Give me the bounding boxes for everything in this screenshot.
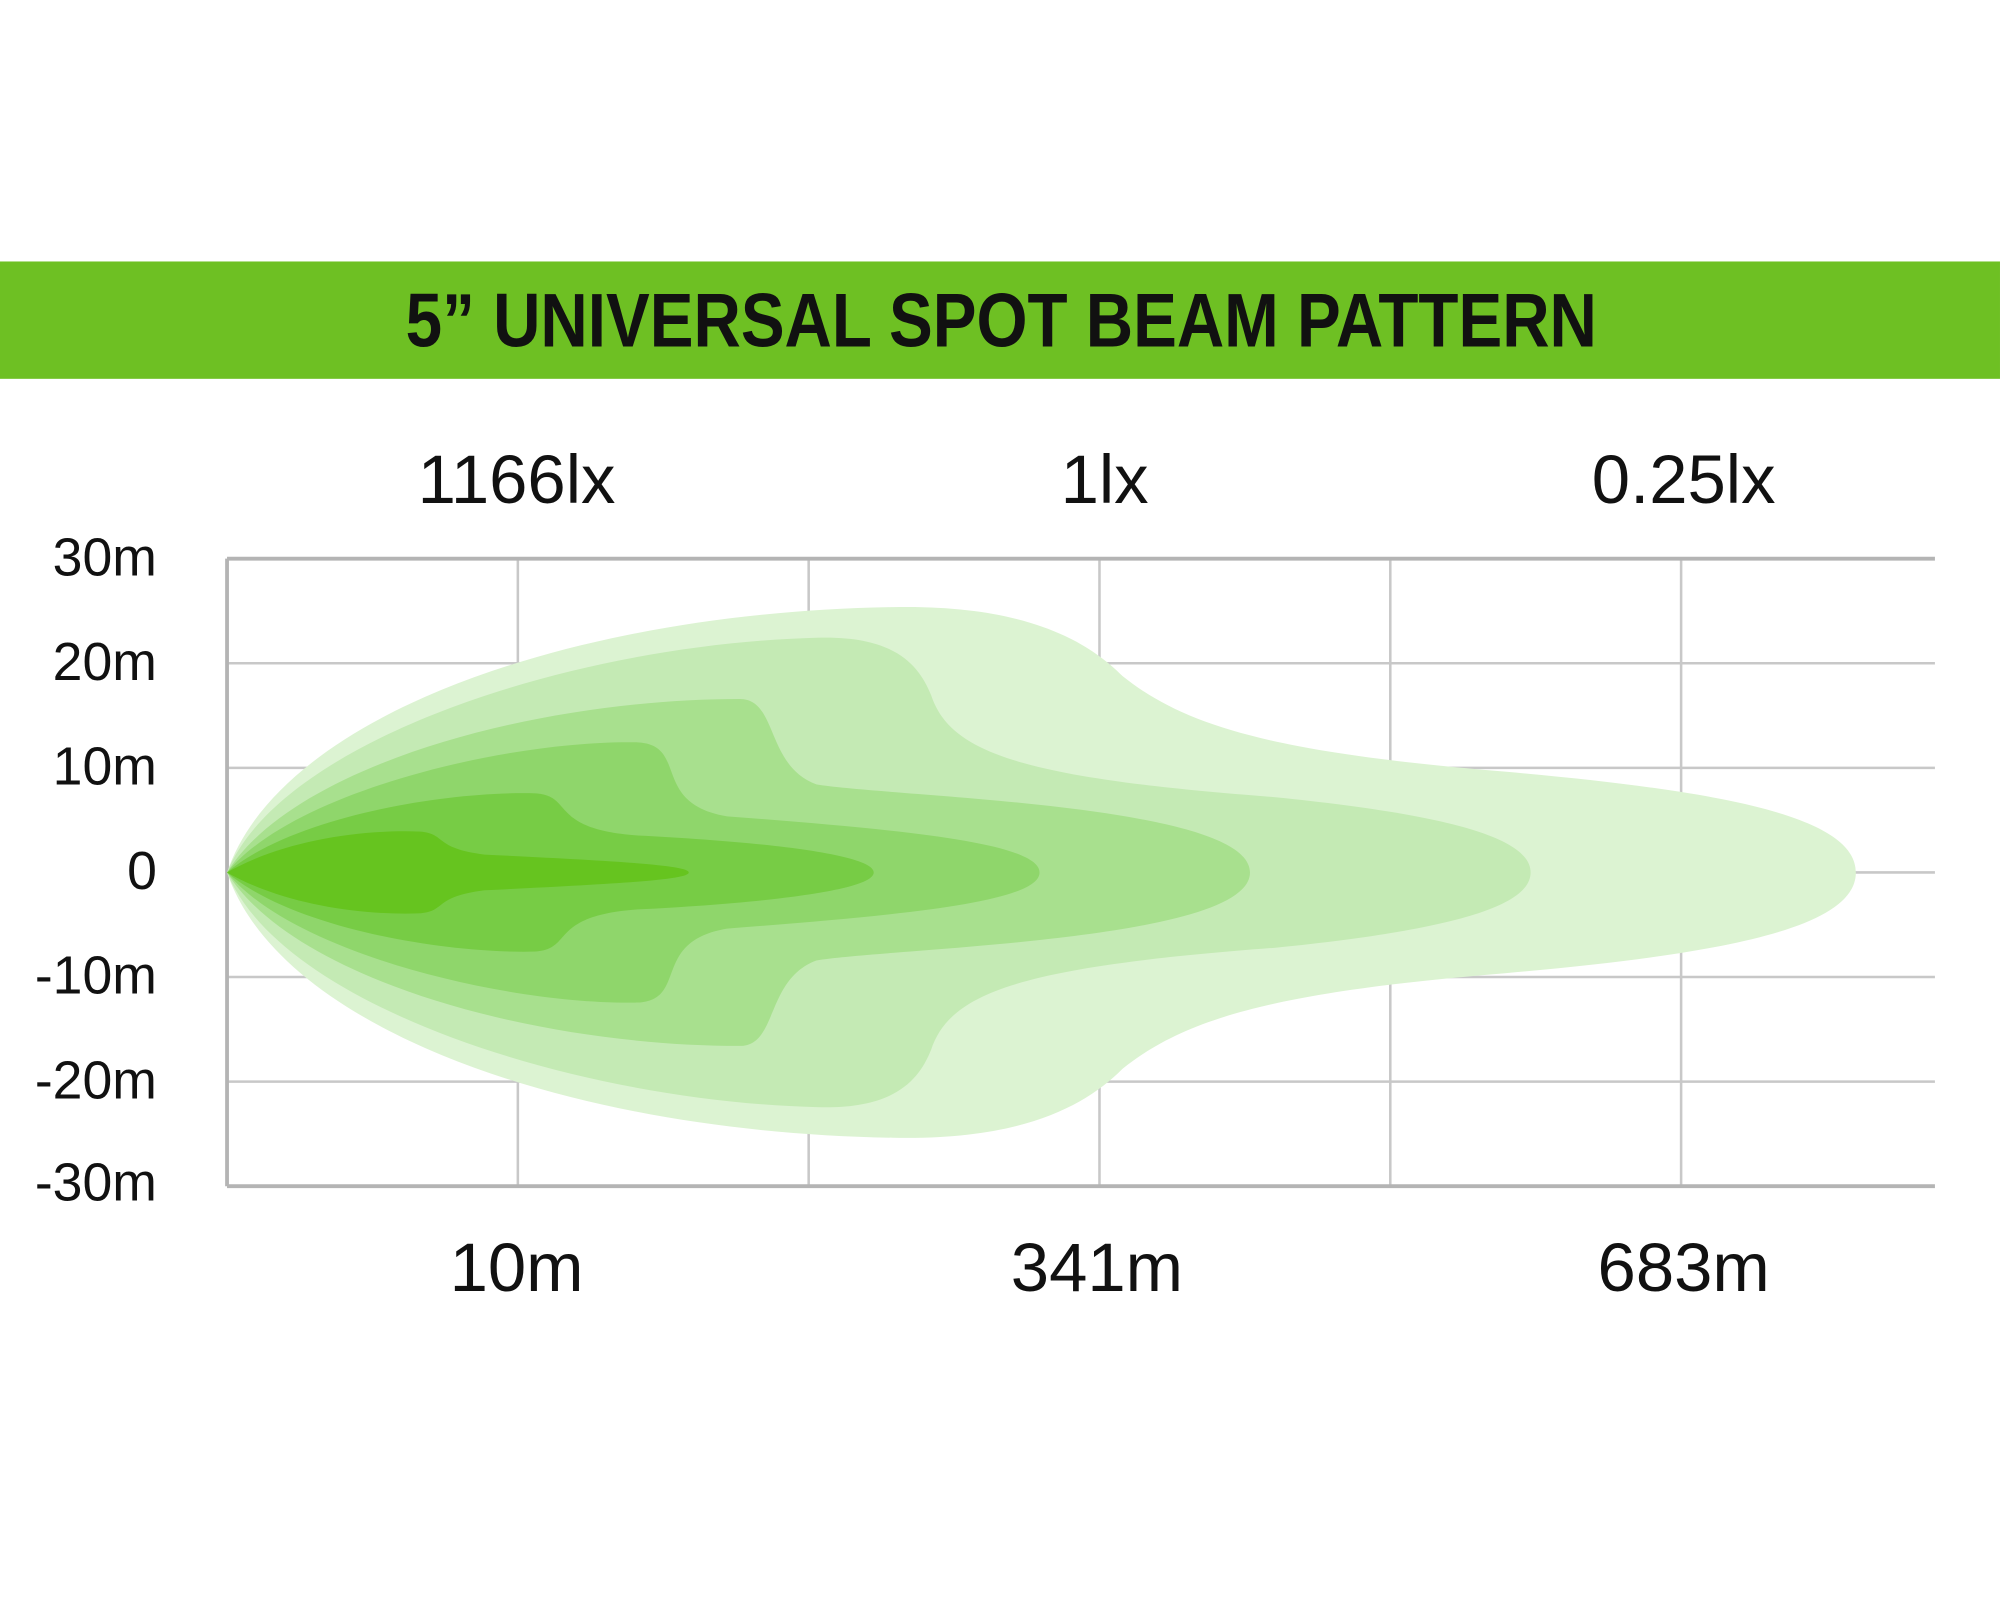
y-tick-label: 20m: [53, 633, 157, 692]
y-tick-label: 30m: [53, 528, 157, 587]
y-tick-label: -30m: [35, 1153, 157, 1212]
distance-label: 10m: [450, 1229, 584, 1306]
distance-labels: 10m 341m 683m: [450, 1229, 1770, 1306]
lux-labels: 1166lx 1lx 0.25lx: [418, 441, 1776, 518]
distance-label: 683m: [1598, 1229, 1770, 1306]
beam-pattern: [227, 606, 1856, 1138]
title: 5” UNIVERSAL SPOT BEAM PATTERN: [406, 279, 1597, 364]
y-tick-label: 10m: [53, 738, 157, 797]
lux-label: 1lx: [1061, 441, 1149, 518]
distance-label: 341m: [1011, 1229, 1183, 1306]
y-tick-label: 0: [127, 842, 157, 901]
lux-label: 0.25lx: [1592, 441, 1776, 518]
y-tick-label: -20m: [35, 1051, 157, 1110]
title-band: [0, 261, 2000, 379]
y-axis-labels: 30m 20m 10m 0 -10m -20m -30m: [35, 528, 157, 1212]
lux-label: 1166lx: [418, 441, 616, 518]
beam-contour: [227, 831, 689, 914]
y-tick-label: -10m: [35, 947, 157, 1006]
